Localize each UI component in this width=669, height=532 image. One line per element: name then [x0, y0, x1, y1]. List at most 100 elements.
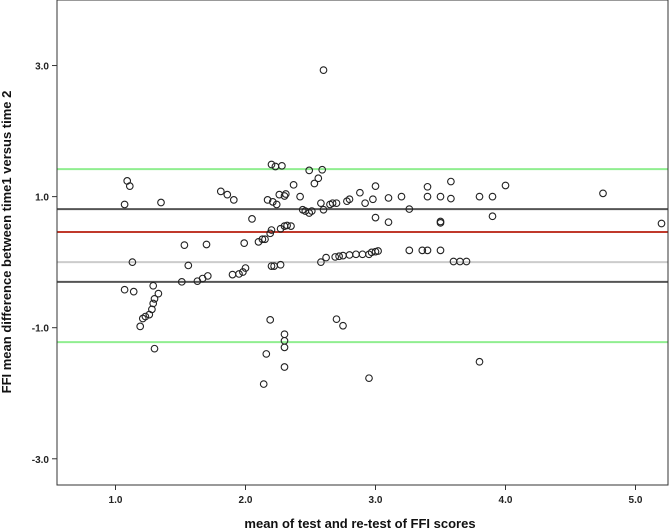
y-axis-title: FFI mean difference between time1 versus…: [0, 91, 14, 394]
data-point-1: [120, 200, 129, 209]
data-point-102: [447, 194, 455, 203]
data-point-59: [310, 179, 319, 188]
data-point-109: [488, 212, 497, 221]
data-point-22: [203, 272, 212, 280]
data-point-121: [339, 321, 347, 330]
data-point-53: [289, 180, 298, 189]
data-point-107: [475, 192, 484, 201]
data-point-103: [447, 177, 455, 186]
data-point-115: [266, 315, 275, 324]
data-point-95: [423, 246, 432, 255]
data-point-50: [280, 192, 289, 200]
data-point-123: [475, 357, 484, 366]
data-point-94: [418, 246, 427, 255]
data-point-29: [239, 268, 247, 276]
data-point-91: [397, 192, 406, 201]
data-point-18: [180, 241, 189, 249]
data-point-73: [335, 252, 343, 261]
data-point-71: [332, 199, 341, 208]
data-point-3: [125, 182, 134, 190]
data-point-4: [128, 258, 137, 267]
data-point-114: [259, 380, 268, 388]
x-axis-title: mean of test and re-test of FFI scores: [244, 516, 475, 531]
data-point-26: [229, 196, 238, 204]
data-point-15: [154, 289, 163, 298]
data-point-63: [305, 166, 314, 175]
x-axis-ticks: 1.0 2.0 3.0 4.0 5.0: [109, 485, 643, 506]
data-point-43: [276, 224, 285, 233]
data-point-90: [384, 194, 393, 202]
x-tick-label-0: 1.0: [109, 495, 123, 506]
data-point-83: [345, 195, 354, 204]
data-point-84: [356, 188, 364, 197]
data-point-89: [384, 218, 393, 227]
data-point-67: [322, 253, 330, 262]
y-axis-ticks: 3.0 1.0 -1.0 -3.0: [32, 62, 57, 466]
data-point-19: [184, 261, 193, 270]
data-point-61: [317, 199, 325, 208]
data-point-16: [157, 198, 165, 207]
data-point-100: [436, 218, 445, 227]
data-point-119: [280, 363, 289, 371]
plot-area: [56, 0, 669, 486]
data-point-47: [267, 160, 276, 169]
data-point-120: [332, 315, 341, 324]
data-point-88: [371, 213, 380, 222]
data-point-96: [423, 182, 432, 191]
reference-lines: [57, 168, 668, 344]
data-point-25: [223, 190, 232, 199]
data-point-24: [216, 187, 225, 196]
data-point-31: [240, 239, 249, 248]
data-point-33: [254, 237, 263, 246]
data-point-52: [281, 190, 290, 198]
data-point-35: [261, 235, 269, 244]
data-point-81: [374, 247, 382, 255]
y-tick-label-2: -1.0: [32, 324, 50, 335]
data-point-17: [177, 277, 186, 286]
data-point-13: [149, 281, 158, 290]
data-point-85: [361, 199, 369, 208]
data-point-66: [276, 260, 285, 269]
x-tick-label-1: 2.0: [239, 495, 253, 506]
data-point-42: [272, 200, 281, 209]
data-point-5: [129, 287, 138, 296]
data-point-62: [319, 205, 328, 214]
data-point-106: [462, 257, 471, 266]
data-point-34: [258, 235, 267, 244]
data-point-72: [331, 253, 340, 261]
data-point-23: [202, 240, 211, 249]
data-point-58: [307, 207, 316, 215]
data-point-65: [319, 66, 328, 74]
data-point-118: [280, 343, 289, 352]
data-point-0: [120, 285, 129, 294]
data-point-14: [150, 344, 159, 353]
data-point-38: [267, 226, 276, 234]
data-point-11: [149, 299, 158, 308]
data-point-87: [371, 182, 380, 190]
x-tick-label-2: 3.0: [369, 495, 383, 506]
data-point-92: [405, 205, 414, 213]
data-point-70: [328, 199, 337, 208]
data-point-101: [436, 246, 445, 255]
y-tick-label-0: 3.0: [35, 62, 49, 73]
data-point-64: [318, 165, 327, 174]
data-point-32: [248, 215, 256, 223]
data-point-110: [501, 181, 510, 190]
data-point-112: [657, 219, 666, 228]
data-point-97: [423, 192, 432, 201]
data-point-113: [262, 350, 271, 358]
data-point-6: [136, 322, 145, 331]
data-point-8: [141, 312, 150, 321]
y-tick-label-1: 1.0: [35, 193, 49, 204]
data-point-12: [150, 295, 159, 303]
data-point-45: [283, 221, 291, 230]
data-point-108: [488, 192, 497, 201]
data-point-30: [241, 264, 250, 272]
data-point-40: [267, 262, 276, 270]
data-point-60: [314, 174, 323, 183]
data-point-122: [365, 374, 373, 383]
data-point-39: [268, 198, 277, 206]
data-point-36: [263, 196, 272, 204]
data-points: [120, 66, 666, 388]
